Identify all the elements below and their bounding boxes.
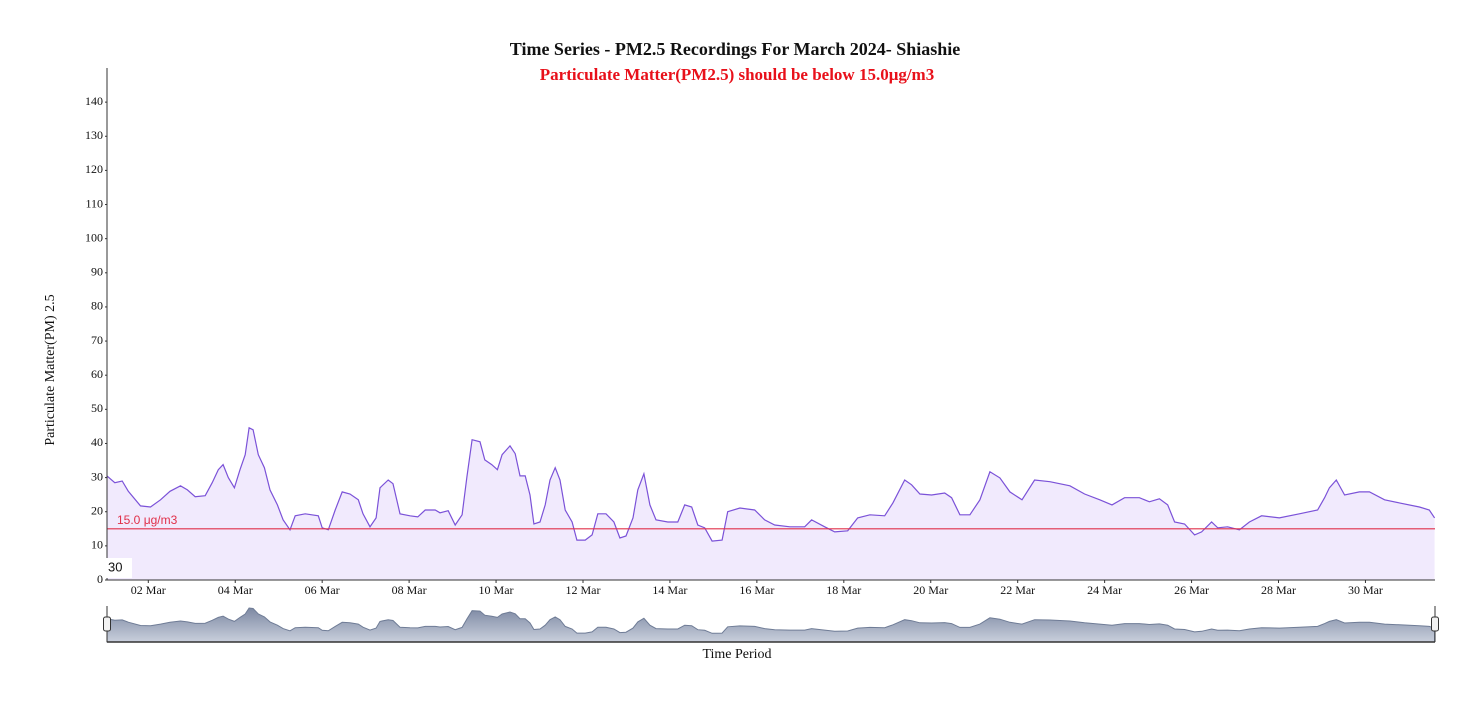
chart-subtitle: Particulate Matter(PM2.5) should be belo… xyxy=(540,65,934,84)
x-tick-label: 30 Mar xyxy=(1348,583,1383,597)
navigator-area xyxy=(106,607,1436,643)
y-tick-label: 60 xyxy=(91,367,103,381)
y-tick-label: 20 xyxy=(91,503,103,517)
y-tick-label: 0 xyxy=(97,572,103,586)
y-tick-label: 80 xyxy=(91,299,103,313)
x-tick-label: 16 Mar xyxy=(739,583,774,597)
chart-title: Time Series - PM2.5 Recordings For March… xyxy=(510,39,960,59)
y-tick-label: 40 xyxy=(91,435,103,449)
x-tick-label: 22 Mar xyxy=(1000,583,1035,597)
annotation: 30 xyxy=(108,559,122,574)
y-tick-label: 90 xyxy=(91,265,103,279)
line xyxy=(106,426,1436,542)
y-tick-label: 100 xyxy=(85,230,103,244)
y-axis-label: Particulate Matter(PM) 2.5 xyxy=(43,294,58,445)
y-tick-label: 110 xyxy=(85,196,103,210)
x-tick-label: 06 Mar xyxy=(305,583,340,597)
x-tick-label: 24 Mar xyxy=(1087,583,1122,597)
threshold-label: 15.0 μg/m3 xyxy=(117,513,178,527)
area xyxy=(107,427,1435,580)
y-tick-label: 140 xyxy=(85,94,103,108)
annotation-box xyxy=(105,558,132,578)
y-tick-label: 70 xyxy=(91,333,103,347)
x-tick-label: 20 Mar xyxy=(913,583,948,597)
x-tick-label: 02 Mar xyxy=(131,583,166,597)
x-tick-label: 08 Mar xyxy=(392,583,427,597)
x-tick-label: 04 Mar xyxy=(218,583,253,597)
x-tick-label: 14 Mar xyxy=(652,583,687,597)
y-tick-label: 10 xyxy=(91,538,103,552)
y-tick-label: 30 xyxy=(91,469,103,483)
navigator-handle[interactable] xyxy=(103,616,111,632)
y-tick-label: 50 xyxy=(91,401,103,415)
x-axis-label: Time Period xyxy=(702,647,771,662)
y-tick-label: 130 xyxy=(85,128,103,142)
x-tick-label: 26 Mar xyxy=(1174,583,1209,597)
x-tick-label: 10 Mar xyxy=(479,583,514,597)
y-tick-label: 120 xyxy=(85,162,103,176)
x-tick-label: 28 Mar xyxy=(1261,583,1296,597)
x-tick-label: 12 Mar xyxy=(565,583,600,597)
x-tick-label: 18 Mar xyxy=(826,583,861,597)
navigator-handle[interactable] xyxy=(1431,616,1439,632)
